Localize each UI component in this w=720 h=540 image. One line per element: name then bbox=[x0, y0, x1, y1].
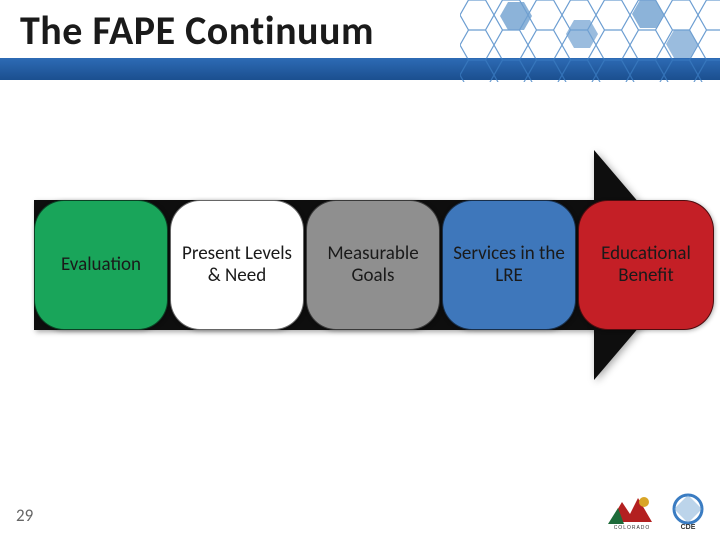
step-label: Present Levels & Need bbox=[179, 243, 295, 287]
slide-header: The FAPE Continuum bbox=[0, 0, 720, 82]
step-measurable-goals: Measurable Goals bbox=[306, 200, 440, 330]
step-evaluation: Evaluation bbox=[34, 200, 168, 330]
header-hex-pattern bbox=[460, 0, 720, 82]
slide-title: The FAPE Continuum bbox=[20, 6, 374, 55]
page-number: 29 bbox=[16, 505, 33, 526]
step-label: Measurable Goals bbox=[315, 243, 431, 287]
svg-text:COLORADO: COLORADO bbox=[614, 525, 651, 530]
cde-logo-icon: CDE bbox=[668, 492, 708, 530]
colorado-logo-icon: COLORADO bbox=[606, 492, 658, 530]
footer-logos: COLORADO CDE bbox=[606, 492, 708, 530]
svg-text:CDE: CDE bbox=[681, 524, 696, 530]
step-label: Evaluation bbox=[61, 254, 141, 276]
step-educational-benefit: Educational Benefit bbox=[578, 200, 714, 330]
continuum-arrow: Evaluation Present Levels & Need Measura… bbox=[34, 150, 694, 380]
step-label: Services in the LRE bbox=[451, 243, 567, 287]
step-services-lre: Services in the LRE bbox=[442, 200, 576, 330]
step-present-levels: Present Levels & Need bbox=[170, 200, 304, 330]
step-label: Educational Benefit bbox=[587, 243, 705, 287]
